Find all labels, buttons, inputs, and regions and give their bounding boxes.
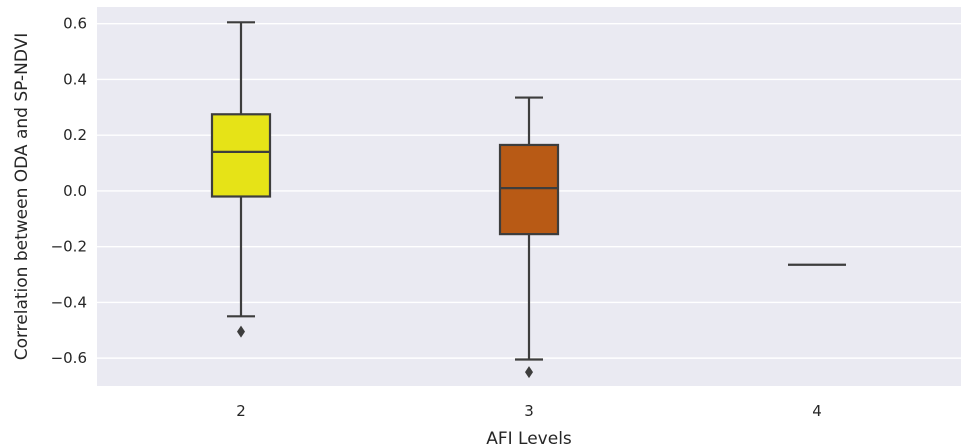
y-axis-ticks: 0.6 0.4 0.2 0.0 −0.2 −0.4 −0.6	[51, 15, 87, 367]
iqr-box	[498, 143, 560, 236]
y-tick-label: −0.2	[51, 238, 87, 256]
y-tick-label: 0.4	[63, 70, 87, 88]
x-tick-label: 3	[524, 402, 534, 420]
iqr-box	[210, 113, 272, 198]
x-tick-label: 2	[236, 402, 246, 420]
x-axis-ticks: 2 3 4	[236, 402, 822, 420]
box-3	[498, 96, 560, 379]
outlier-point	[525, 366, 533, 379]
y-tick-label: −0.4	[51, 293, 87, 311]
y-axis-title: Correlation between ODA and SP-NDVI	[12, 33, 32, 361]
y-tick-label: 0.2	[63, 126, 87, 144]
boxes-group	[210, 21, 846, 379]
y-tick-label: −0.6	[51, 349, 87, 367]
outlier-point	[237, 325, 245, 338]
box-2	[210, 21, 272, 338]
y-tick-label: 0.6	[63, 15, 87, 33]
y-tick-label: 0.0	[63, 182, 87, 200]
x-tick-label: 4	[812, 402, 822, 420]
x-axis-title: AFI Levels	[486, 429, 572, 447]
